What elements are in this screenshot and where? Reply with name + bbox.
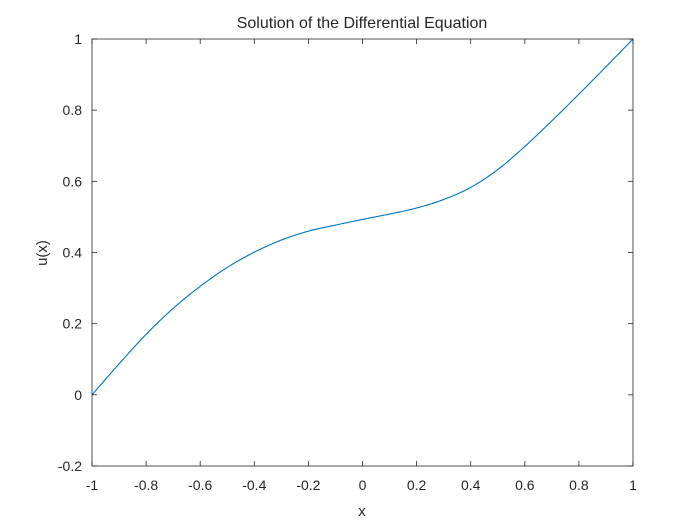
plot-background [92, 39, 633, 466]
y-tick-label: 1 [74, 31, 82, 47]
x-tick-label: 0.2 [407, 477, 427, 493]
x-tick-label: -0.6 [188, 477, 212, 493]
x-tick-label: 0 [359, 477, 367, 493]
x-tick-label: 0.8 [569, 477, 589, 493]
y-tick-label: -0.2 [58, 458, 82, 474]
x-tick-label: -1 [86, 477, 99, 493]
x-tick-label: -0.4 [242, 477, 266, 493]
series-line-0 [91, 38, 634, 396]
y-axis-label: u(x) [34, 240, 51, 266]
x-tick-label: -0.8 [134, 477, 158, 493]
x-axis: -1 -0.8 -0.6 -0.4 -0.2 0 0.2 0.4 0.6 0.8 1 [86, 39, 637, 493]
x-tick-label: 1 [629, 477, 637, 493]
y-tick-label: 0.6 [63, 173, 83, 189]
y-tick-label: 0.2 [63, 316, 83, 332]
plot-area [91, 38, 634, 467]
x-tick-label: 0.4 [461, 477, 481, 493]
x-axis-label: x [358, 503, 366, 520]
y-tick-label: 0.4 [63, 245, 83, 261]
chart-title: Solution of the Differential Equation [237, 15, 488, 32]
y-axis: -0.2 0 0.2 0.4 0.6 0.8 1 [58, 31, 633, 474]
x-tick-label: -0.2 [296, 477, 320, 493]
y-tick-label: 0.8 [63, 102, 83, 118]
x-tick-label: 0.6 [515, 477, 535, 493]
y-tick-label: 0 [74, 387, 82, 403]
